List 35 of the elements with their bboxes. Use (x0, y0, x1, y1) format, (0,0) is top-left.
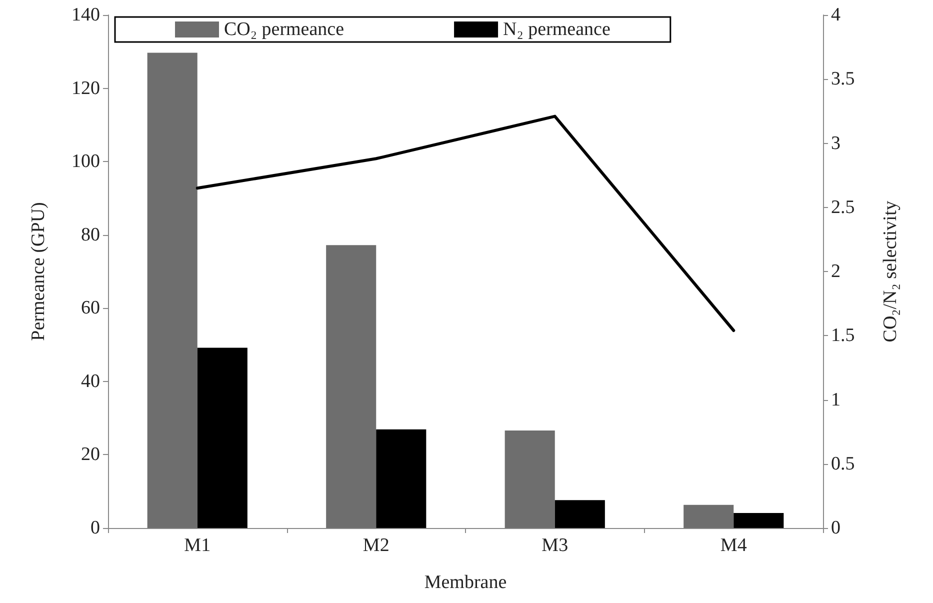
y2-tick-label: 2 (831, 261, 840, 282)
bar (376, 429, 426, 528)
y-tick-label: 20 (81, 444, 100, 466)
x-tick-label: M4 (720, 535, 748, 556)
bar (504, 430, 555, 528)
y2-tick-label: 0 (831, 518, 840, 538)
y2-tick-label: 1.5 (831, 325, 855, 346)
bar (147, 52, 198, 528)
y-tick-label: 60 (81, 298, 100, 319)
y-tick-label: 40 (81, 370, 100, 392)
y-tick-label: 80 (81, 224, 100, 246)
y-tick-label: 0 (90, 518, 100, 538)
x-tick-label: M2 (362, 535, 390, 556)
bar (197, 348, 248, 528)
x-tick-label: M1 (184, 535, 211, 556)
x-axis-title: Membrane (424, 572, 507, 593)
y-axis-title: Permeance (GPU) (28, 202, 49, 341)
bar (734, 512, 784, 528)
y-tick-label: 100 (72, 151, 100, 172)
y2-tick-label: 3.5 (831, 68, 855, 90)
bar (326, 245, 376, 528)
y-tick-label: 120 (72, 78, 100, 99)
legend-label: CO₂ permeance (224, 19, 344, 40)
y2-tick-label: 4 (831, 4, 841, 26)
y2-tick-label: 1 (831, 389, 840, 410)
legend-label: N₂ permeance (503, 19, 610, 40)
y2-tick-label: 2.5 (831, 196, 855, 218)
y2-axis-title: CO₂/N₂ selectivity (880, 200, 901, 342)
bar (684, 504, 734, 528)
x-tick-label: M3 (542, 535, 568, 556)
y2-tick-label: 3 (831, 132, 840, 154)
y2-tick-label: 0.5 (831, 453, 855, 474)
line-series (196, 114, 736, 332)
bar (554, 500, 605, 528)
y-tick-label: 140 (72, 4, 100, 26)
